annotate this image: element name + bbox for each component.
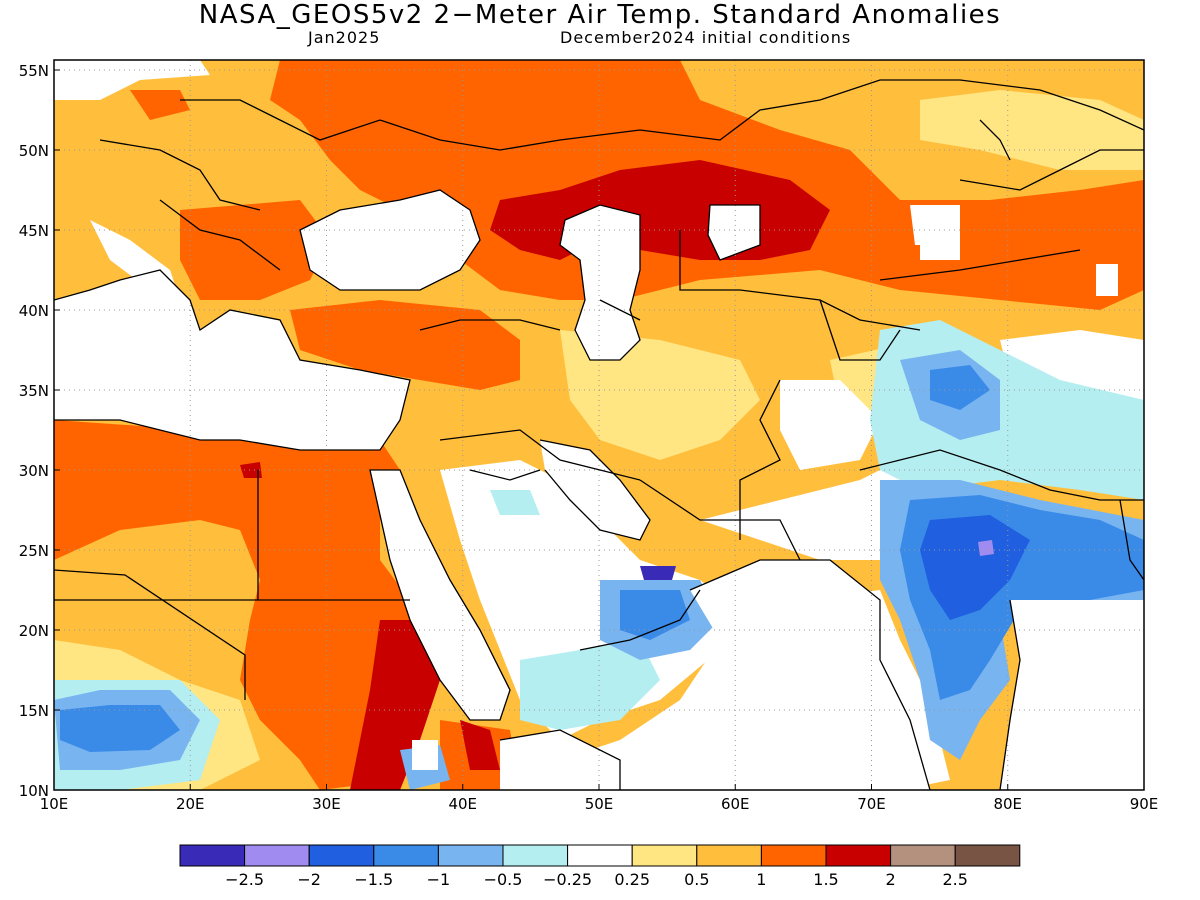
lat-tick-label: 30N: [19, 462, 49, 480]
colorbar-label: −0.5: [484, 870, 523, 889]
lon-tick-label: 20E: [176, 795, 205, 813]
colorbar-swatch: [437, 844, 504, 867]
anomaly-minus-1-5-regions: [920, 515, 1030, 620]
persian-gulf: [540, 440, 650, 540]
colorbar-swatch: [567, 844, 633, 867]
map-plot-area: [54, 60, 1144, 790]
lon-tick-label: 50E: [585, 795, 614, 813]
colorbar-swatch: [631, 844, 698, 867]
colorbar-swatch: [179, 844, 246, 867]
map-gridlines: [54, 60, 1144, 790]
lon-tick-label: 90E: [1130, 795, 1159, 813]
lon-tick-label: 80E: [993, 795, 1022, 813]
lat-tick-label: 50N: [19, 142, 49, 160]
colorbar-label: 0.25: [614, 870, 650, 889]
colorbar-label: −2.5: [225, 870, 264, 889]
colorbar-label: 2: [886, 870, 896, 889]
lat-tick-label: 40N: [19, 302, 49, 320]
arabian-sea: [560, 560, 930, 790]
colorbar-label: −1: [427, 870, 451, 889]
colorbar-swatch: [954, 844, 1021, 867]
lat-tick-label: 35N: [19, 382, 49, 400]
lake-victoria-area: [412, 740, 438, 770]
lake-balkhash: [910, 205, 960, 245]
colorbar-swatch: [373, 844, 439, 867]
lon-tick-label: 40E: [448, 795, 477, 813]
colorbar: −2.5 −2 −1.5 −1 −0.5 −0.25 0.25 0.5 1 1.5 2 2.5: [179, 844, 1021, 889]
aral-sea: [708, 205, 760, 260]
colorbar-swatch: [308, 844, 375, 867]
colorbar-swatch: [696, 844, 762, 867]
map-title: NASA_GEOS5v2 2−Meter Air Temp. Standard …: [198, 0, 1002, 30]
colorbar-swatch: [825, 844, 892, 867]
colorbar-swatch: [502, 844, 569, 867]
lon-tick-label: 70E: [857, 795, 886, 813]
lon-tick-label: 10E: [40, 795, 69, 813]
colorbar-swatch: [760, 844, 827, 867]
bay-of-bengal: [1000, 600, 1144, 790]
black-sea: [300, 190, 480, 290]
red-sea: [370, 470, 510, 720]
anomaly-minus-2-regions: [640, 540, 994, 580]
lat-tick-label: 10N: [19, 782, 49, 800]
longitude-tick-labels: 10E 20E 30E 40E 50E 60E 70E 80E 90E: [40, 784, 1159, 813]
colorbar-label: −1.5: [354, 870, 393, 889]
lat-tick-label: 20N: [19, 622, 49, 640]
adriatic-sea: [90, 220, 180, 300]
colorbar-label: 1: [756, 870, 766, 889]
mediterranean-sea: [54, 270, 410, 450]
lat-tick-label: 25N: [19, 542, 49, 560]
colorbar-swatch: [890, 844, 956, 867]
colorbar-label: 2.5: [942, 870, 967, 889]
colorbar-label: 0.5: [684, 870, 709, 889]
colorbar-label: 1.5: [813, 870, 838, 889]
baltic-sea: [54, 60, 210, 100]
lon-tick-label: 30E: [312, 795, 341, 813]
lon-tick-label: 60E: [721, 795, 750, 813]
valid-month-label: Jan2025: [308, 28, 381, 47]
lat-tick-label: 45N: [19, 222, 49, 240]
lat-tick-label: 15N: [19, 702, 49, 720]
colorbar-label: −2: [297, 870, 321, 889]
latitude-tick-labels: 10N 15N 20N 25N 30N 35N 40N 45N 50N 55N: [19, 62, 60, 800]
coastlines-and-borders: [54, 79, 1144, 790]
lat-tick-label: 55N: [19, 62, 49, 80]
anomaly-minus-1-regions: [60, 365, 1144, 752]
colorbar-label: −0.25: [543, 870, 592, 889]
colorbar-swatch: [244, 844, 310, 867]
water-bodies: [54, 60, 1144, 790]
caspian-sea: [560, 205, 640, 360]
init-conditions-label: December2024 initial conditions: [560, 28, 852, 47]
